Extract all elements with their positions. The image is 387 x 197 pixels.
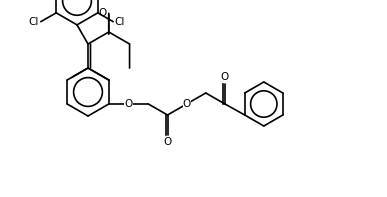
Text: O: O <box>99 8 107 18</box>
Text: O: O <box>221 72 229 82</box>
Text: Cl: Cl <box>28 17 39 27</box>
Text: O: O <box>125 99 133 109</box>
Text: Cl: Cl <box>114 17 125 27</box>
Text: O: O <box>163 137 172 147</box>
Text: O: O <box>183 99 191 109</box>
